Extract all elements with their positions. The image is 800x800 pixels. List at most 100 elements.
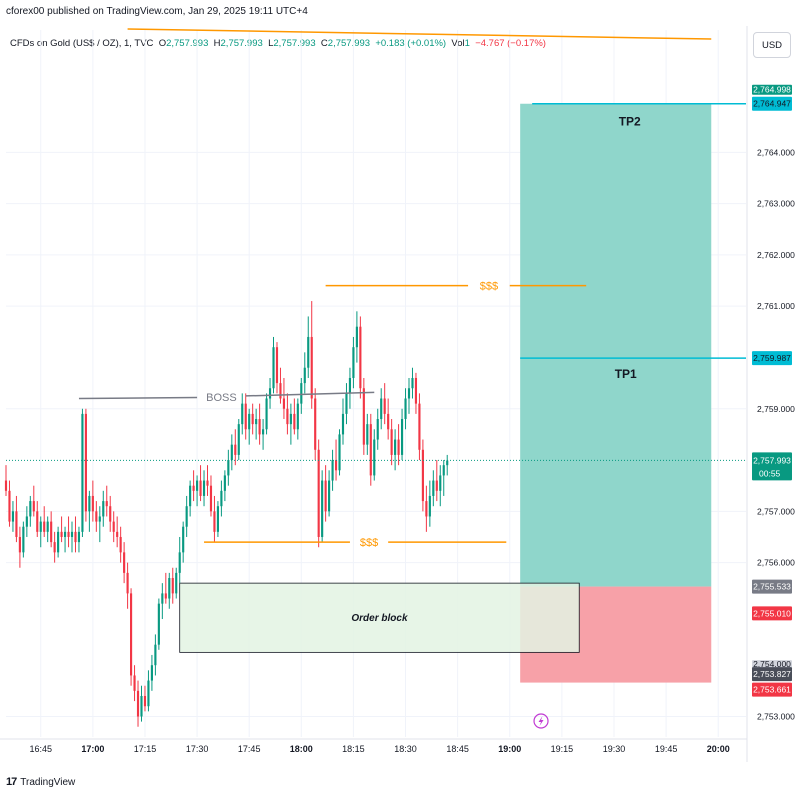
candle-body — [123, 552, 126, 573]
candle-body — [102, 501, 105, 517]
price-badge-stop-hidden-text: 2,754.000 — [753, 659, 791, 669]
price-badge-tp1-bg — [752, 351, 792, 366]
currency-button[interactable]: USD — [753, 32, 791, 58]
candle-body — [46, 521, 49, 532]
candle-body — [196, 480, 199, 491]
price-badge-entry-text: 2,755.533 — [753, 582, 791, 592]
candle-body — [150, 665, 153, 681]
price-badge-redline-text: 2,755.010 — [753, 608, 791, 618]
candle-body — [133, 675, 136, 691]
candle-body — [119, 536, 122, 553]
candle-body — [446, 460, 449, 466]
time-tick-label: 17:00 — [81, 744, 104, 754]
candle-body — [414, 377, 418, 404]
candle-body — [383, 398, 386, 414]
price-badge-tp2-bg — [752, 96, 792, 111]
time-tick-label: 19:00 — [498, 744, 521, 754]
lightning-icon — [533, 713, 549, 729]
candle-body — [234, 444, 237, 455]
candle-body — [95, 511, 98, 522]
open-value: 2,757.993 — [166, 38, 209, 49]
price-tick-label: 2,762.000 — [757, 250, 795, 260]
candle-body — [57, 531, 60, 553]
candle-body — [136, 690, 140, 717]
time-tick-label: 17:30 — [186, 744, 209, 754]
candle-body — [11, 511, 15, 522]
liquidity-bottom-label: $$$ — [360, 537, 378, 549]
candle-body — [8, 490, 11, 522]
candle-body — [359, 326, 362, 389]
candle-body — [81, 413, 84, 532]
candle-body — [255, 419, 258, 425]
candle-body — [317, 449, 320, 537]
price-badge-top-text: 2,764.998 — [753, 85, 791, 95]
candle-body — [223, 475, 226, 491]
candle-body — [206, 480, 209, 486]
candle-body — [105, 501, 108, 507]
candle-body — [39, 521, 42, 532]
candle-body — [209, 485, 213, 512]
price-badge-stop-hidden: 2,754.000 — [752, 659, 792, 669]
candle-body — [143, 695, 147, 707]
candle-body — [334, 460, 338, 471]
time-tick-label: 18:45 — [446, 744, 469, 754]
symbol-name[interactable]: CFDs on Gold (US$ / OZ), 1, TVC — [10, 38, 154, 49]
candle-body — [275, 347, 279, 384]
candle-body — [348, 377, 352, 394]
brand-name: TradingView — [20, 776, 76, 788]
candle-body — [116, 531, 119, 537]
candle-body — [293, 413, 296, 430]
candle-body — [380, 398, 383, 420]
liquidity-top-label: $$$ — [480, 281, 498, 293]
candle-body — [60, 531, 63, 537]
candle-body — [282, 398, 286, 409]
price-badge-top: 2,764.998 — [752, 84, 792, 95]
candle-body — [345, 393, 348, 414]
price-badge-current-bg — [752, 452, 792, 481]
candle-body — [220, 490, 223, 507]
candle-body — [432, 480, 435, 496]
candle-body — [161, 593, 164, 604]
tradingview-brand[interactable]: 17 TradingView — [6, 776, 75, 788]
low-value: 2,757.993 — [273, 38, 316, 49]
candle-body — [296, 403, 299, 430]
candle-body — [168, 578, 171, 599]
candle-body — [439, 475, 442, 491]
drawings: TP2 TP1 $$$ $$$ BOSS Order block — [6, 28, 746, 729]
price-tick-label: 2,756.000 — [757, 558, 795, 568]
candle-body — [213, 511, 216, 532]
close-value: 2,757.993 — [327, 38, 371, 49]
candle-body — [390, 429, 393, 455]
candle-body — [171, 578, 174, 594]
candle-body — [268, 388, 272, 399]
candle-body — [272, 347, 275, 389]
candle-body — [91, 495, 94, 512]
candle-body — [182, 526, 185, 553]
price-tick-label: 2,763.000 — [757, 199, 795, 209]
candle-body — [251, 413, 254, 425]
candle-body — [262, 429, 265, 435]
time-tick-label: 19:45 — [655, 744, 678, 754]
candle-body — [421, 449, 424, 502]
candle-body — [18, 536, 21, 553]
candle-body — [321, 480, 324, 537]
candle-body — [157, 603, 160, 645]
candle-body — [4, 480, 8, 491]
candle-body — [140, 695, 143, 717]
price-badge-redline: 2,755.010 — [752, 606, 792, 621]
candle-body — [265, 398, 268, 430]
candle-body — [300, 383, 303, 404]
candle-body — [25, 516, 28, 527]
candle-body — [164, 593, 167, 599]
candle-body — [428, 495, 431, 517]
price-badge-countdown: 00:55 — [759, 468, 781, 478]
candle-body — [338, 434, 341, 471]
order-block-box — [179, 582, 580, 653]
order-block-label: Order block — [351, 613, 408, 624]
price-badge-tp2: 2,764.947 — [752, 96, 792, 111]
price-badge-stop-a-text: 2,753.827 — [753, 669, 791, 679]
high-label: H — [213, 38, 221, 49]
candle-body — [244, 403, 247, 430]
time-tick-label: 18:00 — [290, 744, 313, 754]
